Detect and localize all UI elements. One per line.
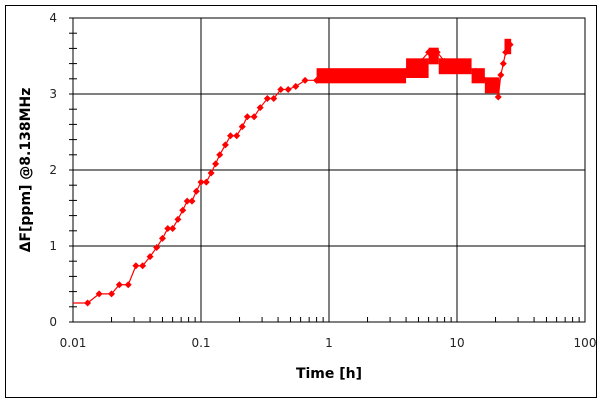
- data-point-marker: [95, 290, 103, 298]
- x-tick-label: 1: [325, 336, 333, 350]
- tick-labels: 0.01 0.1 1 10 100 0 1 2 3 4: [49, 11, 596, 350]
- data-point-marker: [197, 178, 205, 186]
- data-point-marker: [153, 244, 161, 252]
- data-point-marker: [263, 95, 271, 103]
- data-point-marker: [139, 262, 147, 270]
- dense-data-band: [504, 38, 512, 55]
- y-tick-label: 2: [49, 163, 57, 177]
- x-tick-label: 0.1: [191, 336, 210, 350]
- data-point-marker: [183, 197, 191, 205]
- axes: [69, 17, 586, 323]
- data-point-marker: [146, 253, 154, 261]
- y-tick-label: 1: [49, 239, 57, 253]
- data-point-marker: [158, 234, 166, 242]
- x-tick-label: 10: [449, 336, 464, 350]
- data-point-marker: [292, 82, 300, 90]
- dense-data-band: [406, 58, 429, 78]
- data-point-marker: [132, 262, 140, 270]
- data-point-marker: [174, 215, 182, 223]
- data-point-marker: [188, 197, 196, 205]
- y-tick-label: 4: [49, 11, 57, 25]
- y-axis-label: ΔF[ppm] @8.138MHz: [18, 88, 34, 253]
- dense-data-band: [484, 77, 500, 94]
- data-point-marker: [497, 71, 505, 79]
- data-point-marker: [169, 225, 177, 233]
- x-axis-label: Time [h]: [296, 366, 362, 382]
- y-tick-label: 3: [49, 87, 57, 101]
- data-point-marker: [250, 113, 258, 121]
- x-tick-label: 0.01: [60, 336, 87, 350]
- data-point-marker: [277, 85, 285, 93]
- series-line: [73, 43, 511, 304]
- data-point-marker: [202, 178, 210, 186]
- data-point-marker: [207, 169, 215, 177]
- dense-data-band: [438, 58, 472, 75]
- data-point-marker: [84, 299, 92, 307]
- data-point-marker: [284, 85, 292, 93]
- data-point-marker: [233, 132, 241, 140]
- data-point-marker: [108, 290, 116, 298]
- data-point-marker: [221, 141, 229, 149]
- dense-data-band: [471, 68, 485, 84]
- data-point-marker: [192, 187, 200, 195]
- data-point-marker: [256, 104, 264, 112]
- data-point-marker: [243, 113, 251, 121]
- data-point-marker: [238, 123, 246, 131]
- data-point-marker: [124, 281, 132, 289]
- data-point-marker: [226, 132, 234, 140]
- data-point-marker: [301, 76, 309, 84]
- data-point-marker: [270, 95, 278, 103]
- data-point-marker: [212, 160, 220, 168]
- data-point-marker: [115, 281, 123, 289]
- data-point-marker: [216, 151, 224, 159]
- data-point-marker: [179, 206, 187, 214]
- dense-data-band: [316, 68, 407, 84]
- data-series: [73, 38, 514, 307]
- y-tick-label: 0: [49, 315, 57, 329]
- grid-lines: [72, 17, 586, 323]
- data-point-marker: [499, 60, 507, 68]
- data-point-marker: [164, 225, 172, 233]
- x-tick-label: 100: [574, 336, 597, 350]
- data-point-marker: [494, 93, 502, 101]
- dense-data-band: [428, 47, 439, 65]
- chart-frame: [5, 5, 597, 398]
